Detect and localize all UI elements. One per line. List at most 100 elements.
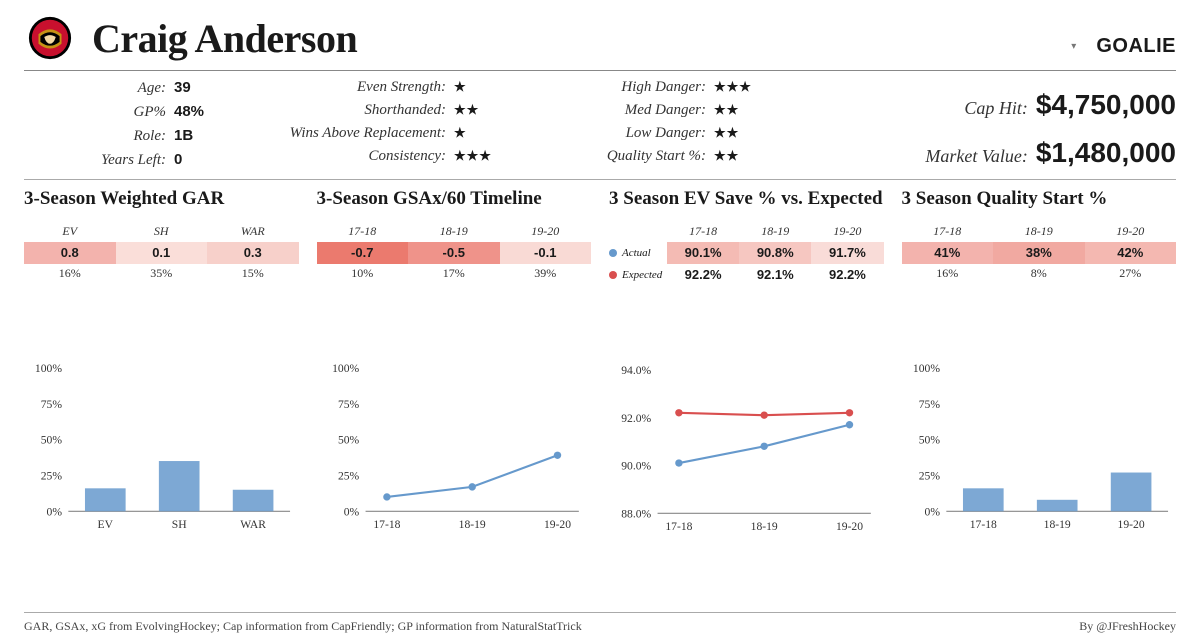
- svg-text:18-19: 18-19: [1043, 518, 1070, 531]
- info-row: Age:39GP%48%Role:1BYears Left:0 Even Str…: [24, 79, 1176, 180]
- svg-text:100%: 100%: [35, 362, 62, 375]
- money-col: Cap Hit: $4,750,000 Market Value: $1,480…: [794, 79, 1176, 169]
- cell: -0.5: [408, 242, 500, 264]
- star-row: Quality Start %:★★: [534, 148, 774, 165]
- basic-row: Years Left:0: [24, 151, 224, 169]
- svg-text:50%: 50%: [918, 434, 940, 447]
- svg-text:90.0%: 90.0%: [621, 460, 651, 473]
- col-header: WAR: [207, 224, 299, 242]
- star-row: Med Danger:★★: [534, 102, 774, 119]
- cell: 16%: [902, 264, 994, 282]
- qs-table: 17-1841%16%18-1938%8%19-2042%27%: [902, 224, 1177, 282]
- svg-text:92.0%: 92.0%: [621, 412, 651, 425]
- table-col: 18-1938%8%: [993, 224, 1085, 282]
- market-label: Market Value:: [794, 146, 1036, 167]
- basic-v: 0: [174, 151, 224, 168]
- panel-qs: 3 Season Quality Start % 17-1841%16%18-1…: [902, 188, 1177, 606]
- cell: 92.1%: [739, 264, 811, 286]
- star-k: Quality Start %:: [534, 148, 714, 165]
- svg-text:50%: 50%: [337, 434, 359, 447]
- col-header: 19-20: [500, 224, 592, 242]
- svg-text:WAR: WAR: [240, 518, 266, 531]
- cell: 10%: [317, 264, 409, 282]
- cap-hit-label: Cap Hit:: [794, 98, 1036, 119]
- svg-text:75%: 75%: [337, 398, 359, 411]
- basic-v: 48%: [174, 103, 224, 120]
- col-header: SH: [116, 224, 208, 242]
- legend-expected: Expected: [622, 269, 662, 281]
- svg-text:100%: 100%: [912, 362, 939, 375]
- panel-gar-title: 3-Season Weighted GAR: [24, 188, 299, 210]
- cell: 90.1%: [667, 242, 739, 264]
- star-row: Even Strength:★: [244, 79, 514, 96]
- star-row: Consistency:★★★: [244, 148, 514, 165]
- cell: 27%: [1085, 264, 1177, 282]
- table-col: 19-20-0.139%: [500, 224, 592, 282]
- table-col: 18-1990.8%92.1%: [739, 224, 811, 286]
- senators-icon: [27, 15, 73, 61]
- cell: 17%: [408, 264, 500, 282]
- table-col: SH0.135%: [116, 224, 208, 282]
- star-v: ★: [454, 125, 514, 141]
- evsv-chart: 88.0%90.0%92.0%94.0%17-1818-1919-20: [609, 296, 884, 606]
- gsax-table: 17-18-0.710%18-19-0.517%19-20-0.139%: [317, 224, 592, 282]
- dropdown-icon[interactable]: ▾: [1071, 41, 1076, 52]
- cell: -0.7: [317, 242, 409, 264]
- basic-row: GP%48%: [24, 103, 224, 121]
- col-header: EV: [24, 224, 116, 242]
- qs-chart: 0%25%50%75%100%17-1818-1919-20: [902, 292, 1177, 606]
- star-k: Even Strength:: [244, 79, 454, 96]
- cell: 0.1: [116, 242, 208, 264]
- svg-text:50%: 50%: [41, 434, 63, 447]
- table-col: 18-19-0.517%: [408, 224, 500, 282]
- table-col: 17-18-0.710%: [317, 224, 409, 282]
- svg-text:EV: EV: [98, 518, 114, 531]
- panel-qs-title: 3 Season Quality Start %: [902, 188, 1177, 210]
- panels: 3-Season Weighted GAR EV0.816%SH0.135%WA…: [24, 188, 1176, 606]
- panel-evsv: 3 Season EV Save % vs. Expected Actual E…: [609, 188, 884, 606]
- basic-v: 39: [174, 79, 224, 96]
- cell: 41%: [902, 242, 994, 264]
- svg-text:17-18: 17-18: [665, 520, 692, 533]
- basic-k: Age:: [24, 80, 174, 97]
- team-logo: [24, 12, 76, 64]
- cell: 38%: [993, 242, 1085, 264]
- star-k: Med Danger:: [534, 102, 714, 119]
- svg-text:19-20: 19-20: [836, 520, 863, 533]
- evsv-table: Actual Expected 17-1890.1%92.2%18-1990.8…: [609, 224, 884, 286]
- svg-text:25%: 25%: [918, 470, 940, 483]
- cell: 35%: [116, 264, 208, 282]
- basic-row: Age:39: [24, 79, 224, 97]
- col-header: 17-18: [902, 224, 994, 242]
- svg-text:100%: 100%: [332, 362, 359, 375]
- col-header: 17-18: [667, 224, 739, 242]
- basic-k: Years Left:: [24, 152, 174, 169]
- cell: 42%: [1085, 242, 1177, 264]
- cell: 8%: [993, 264, 1085, 282]
- col-header: 17-18: [317, 224, 409, 242]
- col-header: 18-19: [739, 224, 811, 242]
- cell: 16%: [24, 264, 116, 282]
- table-col: 19-2091.7%92.2%: [811, 224, 883, 286]
- cell: 91.7%: [811, 242, 883, 264]
- svg-text:17-18: 17-18: [969, 518, 996, 531]
- col-header: 18-19: [408, 224, 500, 242]
- panel-gsax: 3-Season GSAx/60 Timeline 17-18-0.710%18…: [317, 188, 592, 606]
- footer: GAR, GSAx, xG from EvolvingHockey; Cap i…: [24, 612, 1176, 634]
- svg-text:19-20: 19-20: [1117, 518, 1144, 531]
- star-k: Shorthanded:: [244, 102, 454, 119]
- star-v: ★★: [714, 102, 774, 118]
- svg-text:0%: 0%: [924, 506, 940, 519]
- cell: 90.8%: [739, 242, 811, 264]
- star-row: Shorthanded:★★: [244, 102, 514, 119]
- footer-author: By @JFreshHockey: [1079, 619, 1176, 634]
- gar-table: EV0.816%SH0.135%WAR0.315%: [24, 224, 299, 282]
- position-label: GOALIE: [1096, 35, 1176, 58]
- table-col: EV0.816%: [24, 224, 116, 282]
- gar-chart: 0%25%50%75%100%EVSHWAR: [24, 292, 299, 606]
- panel-gar: 3-Season Weighted GAR EV0.816%SH0.135%WA…: [24, 188, 299, 606]
- star-row: Low Danger:★★: [534, 125, 774, 142]
- cap-hit: Cap Hit: $4,750,000: [794, 89, 1176, 121]
- header: Craig Anderson ▾ GOALIE: [24, 12, 1176, 71]
- stars-col-a: Even Strength:★Shorthanded:★★Wins Above …: [244, 79, 514, 169]
